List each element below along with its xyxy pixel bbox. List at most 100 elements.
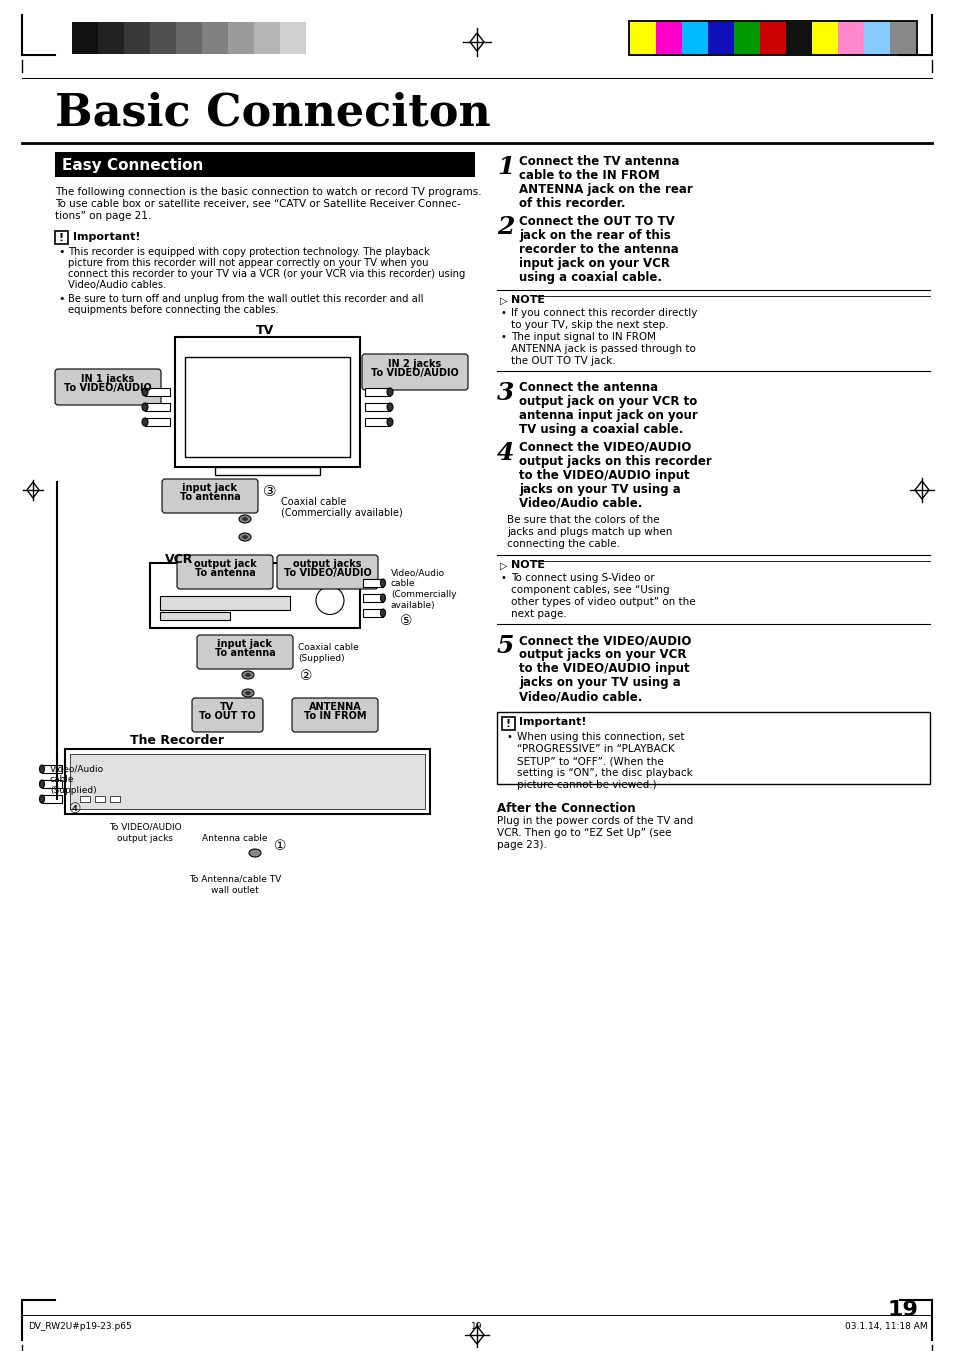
Text: NOTE: NOTE bbox=[511, 295, 544, 305]
Text: picture cannot be viewed.): picture cannot be viewed.) bbox=[517, 780, 656, 790]
Bar bbox=[811, 22, 837, 54]
Text: TV using a coaxial cable.: TV using a coaxial cable. bbox=[518, 423, 682, 436]
Bar bbox=[253, 22, 280, 54]
Text: To antenna: To antenna bbox=[194, 567, 255, 578]
Text: ▷: ▷ bbox=[499, 296, 507, 305]
Text: The input signal to IN FROM: The input signal to IN FROM bbox=[511, 332, 656, 342]
Bar bbox=[365, 388, 390, 396]
Ellipse shape bbox=[380, 609, 385, 617]
Text: TV: TV bbox=[255, 324, 274, 336]
Bar bbox=[497, 712, 929, 784]
Text: to the VIDEO/AUDIO input: to the VIDEO/AUDIO input bbox=[518, 662, 689, 676]
Bar bbox=[363, 580, 382, 586]
Ellipse shape bbox=[315, 586, 344, 615]
Bar bbox=[98, 22, 124, 54]
Bar bbox=[55, 153, 475, 177]
Text: setting is “ON”, the disc playback: setting is “ON”, the disc playback bbox=[517, 767, 692, 778]
Bar bbox=[363, 609, 382, 617]
Text: input jack: input jack bbox=[217, 639, 273, 648]
FancyBboxPatch shape bbox=[196, 635, 293, 669]
Text: page 23).: page 23). bbox=[497, 840, 546, 850]
Text: When using this connection, set: When using this connection, set bbox=[517, 732, 684, 742]
Text: Plug in the power cords of the TV and: Plug in the power cords of the TV and bbox=[497, 816, 693, 825]
Bar bbox=[150, 563, 359, 628]
Text: (Supplied): (Supplied) bbox=[297, 654, 344, 663]
Text: to your TV, skip the next step.: to your TV, skip the next step. bbox=[511, 320, 668, 330]
Text: Coaxial cable: Coaxial cable bbox=[281, 497, 346, 507]
Text: 3: 3 bbox=[497, 381, 514, 405]
Bar bbox=[707, 22, 733, 54]
Text: TV: TV bbox=[220, 703, 234, 712]
Ellipse shape bbox=[380, 580, 385, 586]
Text: cable to the IN FROM: cable to the IN FROM bbox=[518, 169, 659, 182]
Text: !: ! bbox=[505, 719, 510, 730]
FancyBboxPatch shape bbox=[292, 698, 377, 732]
Text: Connect the TV antenna: Connect the TV antenna bbox=[518, 155, 679, 168]
Bar bbox=[306, 22, 332, 54]
Text: Coaxial cable: Coaxial cable bbox=[297, 643, 358, 653]
Ellipse shape bbox=[142, 388, 148, 396]
Text: to the VIDEO/AUDIO input: to the VIDEO/AUDIO input bbox=[518, 469, 689, 482]
Text: If you connect this recorder directly: If you connect this recorder directly bbox=[511, 308, 697, 317]
Bar bbox=[145, 417, 170, 426]
Text: equipments before connecting the cables.: equipments before connecting the cables. bbox=[68, 305, 278, 315]
Bar bbox=[71, 22, 98, 54]
Text: •: • bbox=[500, 332, 506, 342]
Text: ⑤: ⑤ bbox=[399, 613, 412, 628]
Bar bbox=[365, 403, 390, 411]
Text: Video/Audio: Video/Audio bbox=[50, 765, 104, 773]
Text: connecting the cable.: connecting the cable. bbox=[506, 539, 619, 549]
Bar bbox=[145, 388, 170, 396]
Text: other types of video output” on the: other types of video output” on the bbox=[511, 597, 695, 607]
Text: After the Connection: After the Connection bbox=[497, 802, 635, 815]
Text: Connect the VIDEO/AUDIO: Connect the VIDEO/AUDIO bbox=[518, 440, 691, 454]
Text: jack on the rear of this: jack on the rear of this bbox=[518, 230, 670, 242]
Text: Be sure to turn off and unplug from the wall outlet this recorder and all: Be sure to turn off and unplug from the … bbox=[68, 295, 423, 304]
Text: picture from this recorder will not appear correctly on your TV when you: picture from this recorder will not appe… bbox=[68, 258, 428, 267]
Text: To VIDEO/AUDIO: To VIDEO/AUDIO bbox=[64, 382, 152, 393]
Text: available): available) bbox=[391, 601, 436, 611]
Text: ④: ④ bbox=[69, 802, 81, 816]
Text: input jack: input jack bbox=[182, 484, 237, 493]
Ellipse shape bbox=[249, 848, 261, 857]
Text: Basic Conneciton: Basic Conneciton bbox=[55, 92, 490, 135]
Text: 2: 2 bbox=[497, 215, 514, 239]
Text: To connect using S-Video or: To connect using S-Video or bbox=[511, 573, 654, 584]
Text: •: • bbox=[500, 308, 506, 317]
Text: “PROGRESSIVE” in “PLAYBACK: “PROGRESSIVE” in “PLAYBACK bbox=[517, 744, 674, 754]
Bar bbox=[175, 22, 202, 54]
Text: 19: 19 bbox=[886, 1300, 917, 1320]
Text: ANTENNA: ANTENNA bbox=[309, 703, 361, 712]
Text: Easy Connection: Easy Connection bbox=[62, 158, 203, 173]
Text: wall outlet: wall outlet bbox=[211, 886, 258, 894]
Bar bbox=[501, 717, 515, 730]
Text: Video/Audio cable.: Video/Audio cable. bbox=[518, 690, 641, 703]
Text: •: • bbox=[58, 247, 65, 257]
Text: output jacks on your VCR: output jacks on your VCR bbox=[518, 648, 686, 661]
Text: Video/Audio cable.: Video/Audio cable. bbox=[518, 497, 641, 509]
Bar bbox=[42, 780, 62, 788]
Text: The following connection is the basic connection to watch or record TV programs.: The following connection is the basic co… bbox=[55, 186, 481, 197]
Text: cable: cable bbox=[50, 775, 74, 784]
Text: Video/Audio cables.: Video/Audio cables. bbox=[68, 280, 166, 290]
Ellipse shape bbox=[380, 594, 385, 603]
Text: 03.1.14, 11:18 AM: 03.1.14, 11:18 AM bbox=[844, 1323, 927, 1331]
Text: jacks and plugs match up when: jacks and plugs match up when bbox=[506, 527, 672, 536]
Text: DV_RW2U#p19-23.p65: DV_RW2U#p19-23.p65 bbox=[28, 1323, 132, 1331]
Bar bbox=[185, 357, 350, 457]
Text: To IN FROM: To IN FROM bbox=[303, 711, 366, 721]
Text: To VIDEO/AUDIO: To VIDEO/AUDIO bbox=[109, 821, 181, 831]
Bar bbox=[863, 22, 889, 54]
Text: input jack on your VCR: input jack on your VCR bbox=[518, 257, 669, 270]
FancyBboxPatch shape bbox=[55, 369, 161, 405]
Text: antenna input jack on your: antenna input jack on your bbox=[518, 409, 697, 422]
Bar bbox=[365, 417, 390, 426]
Ellipse shape bbox=[239, 534, 251, 540]
Ellipse shape bbox=[387, 388, 393, 396]
Polygon shape bbox=[470, 32, 483, 51]
Ellipse shape bbox=[387, 403, 393, 411]
Polygon shape bbox=[470, 1325, 483, 1344]
FancyBboxPatch shape bbox=[177, 555, 273, 589]
Text: 19: 19 bbox=[471, 1323, 482, 1331]
Text: Connect the OUT TO TV: Connect the OUT TO TV bbox=[518, 215, 674, 228]
